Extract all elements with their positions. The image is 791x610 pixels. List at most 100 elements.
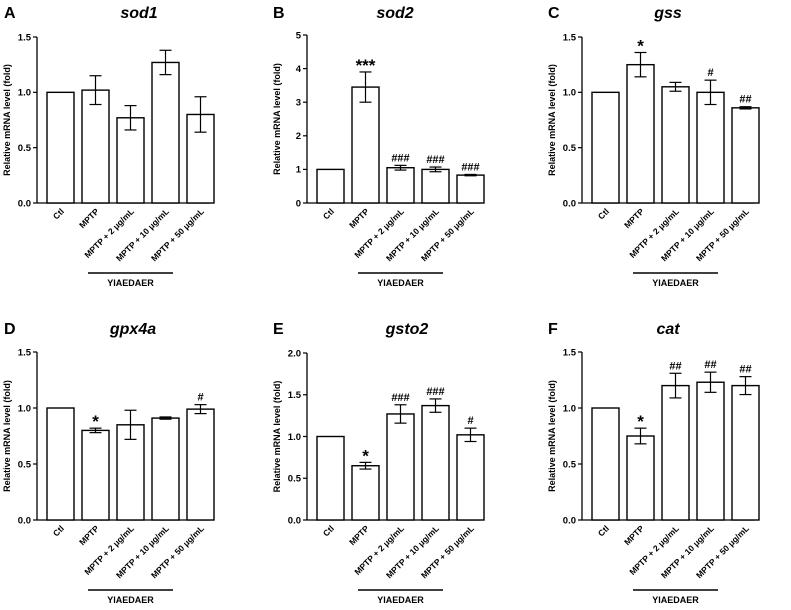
y-tick-label: 0.0	[563, 198, 576, 209]
group-label: YIAEDAER	[107, 278, 154, 288]
bar	[151, 61, 180, 204]
bar	[116, 117, 145, 204]
category-label: Ctl	[596, 206, 611, 221]
bar	[591, 91, 620, 204]
panel-letter: F	[548, 321, 558, 338]
significance-label: *	[362, 446, 369, 465]
chart-title: gss	[653, 5, 682, 22]
category-label: MPTP	[77, 523, 101, 547]
significance-label: ###	[391, 152, 409, 164]
y-tick-label: 1.0	[18, 88, 31, 99]
y-tick-label: 0.0	[18, 198, 31, 209]
category-label: MPTP	[347, 206, 371, 230]
bar	[456, 434, 485, 521]
significance-label: *	[92, 412, 99, 431]
significance-label: #	[467, 415, 473, 427]
bar	[316, 168, 345, 204]
bar	[626, 63, 655, 204]
y-tick-label: 0.5	[18, 459, 32, 470]
significance-label: ##	[669, 360, 681, 372]
significance-label: *	[637, 36, 644, 55]
bar	[696, 91, 725, 204]
bar	[46, 91, 75, 204]
y-tick-label: 1.5	[563, 32, 577, 43]
y-tick-label: 1.5	[563, 347, 577, 358]
bar	[456, 174, 485, 204]
bar	[591, 407, 620, 521]
category-label: Ctl	[51, 523, 66, 538]
group-label: YIAEDAER	[377, 595, 424, 605]
chart-title: gsto2	[385, 321, 429, 338]
panel-letter: C	[548, 5, 560, 22]
y-tick-label: 2.0	[288, 348, 301, 359]
group-label: YIAEDAER	[652, 278, 699, 288]
y-tick-label: 1.0	[18, 403, 31, 414]
y-tick-label: 0.5	[563, 143, 577, 154]
y-tick-label: 0.0	[288, 515, 301, 526]
panel-letter: A	[4, 5, 16, 22]
bar	[661, 384, 690, 521]
y-axis-label: Relative mRNA level (fold)	[2, 64, 12, 176]
group-label: YIAEDAER	[652, 595, 699, 605]
panel-letter: D	[4, 321, 16, 338]
category-label: Ctl	[596, 523, 611, 538]
significance-label: ###	[426, 386, 444, 398]
bar	[151, 417, 180, 521]
chart-title: gpx4a	[109, 321, 156, 338]
category-label: MPTP	[347, 523, 371, 547]
category-label: Ctl	[51, 206, 66, 221]
bar	[386, 413, 415, 521]
y-tick-label: 1	[296, 165, 302, 176]
y-tick-label: 5	[296, 30, 302, 41]
significance-label: ##	[739, 364, 751, 376]
y-axis-label: Relative mRNA level (fold)	[547, 64, 557, 176]
y-tick-label: 1.0	[563, 88, 576, 99]
significance-label: #	[197, 392, 203, 404]
y-tick-label: 3	[296, 98, 301, 109]
y-tick-label: 0.0	[18, 515, 31, 526]
bar	[351, 86, 380, 204]
category-label: Ctl	[321, 523, 336, 538]
panel-letter: B	[273, 5, 285, 22]
significance-label: ##	[739, 94, 751, 106]
y-tick-label: 0.5	[288, 474, 302, 485]
y-axis-label: Relative mRNA level (fold)	[2, 380, 12, 492]
bar	[421, 404, 450, 521]
significance-label: ###	[426, 154, 444, 166]
y-tick-label: 1.0	[563, 403, 576, 414]
chart-title: sod1	[120, 5, 157, 22]
y-tick-label: 1.5	[18, 347, 32, 358]
group-label: YIAEDAER	[107, 595, 154, 605]
panel-letter: E	[273, 321, 284, 338]
bar	[731, 107, 760, 204]
chart-title: sod2	[376, 5, 413, 22]
bar	[46, 407, 75, 521]
y-tick-label: 1.5	[18, 32, 32, 43]
bar	[661, 86, 690, 204]
y-tick-label: 4	[296, 64, 302, 75]
y-axis-label: Relative mRNA level (fold)	[547, 380, 557, 492]
y-tick-label: 0.0	[563, 515, 576, 526]
bar	[626, 435, 655, 521]
bar	[386, 167, 415, 204]
significance-label: ###	[461, 161, 479, 173]
bar	[316, 435, 345, 521]
y-axis-label: Relative mRNA level (fold)	[272, 381, 282, 493]
y-tick-label: 0.5	[18, 143, 32, 154]
y-tick-label: 0.5	[563, 459, 577, 470]
significance-label: *	[637, 412, 644, 431]
category-label: Ctl	[321, 206, 336, 221]
y-axis-label: Relative mRNA level (fold)	[272, 63, 282, 175]
significance-label: ##	[704, 359, 716, 371]
category-label: MPTP	[622, 206, 646, 230]
significance-label: ***	[356, 56, 376, 75]
bar	[696, 381, 725, 521]
bar	[351, 465, 380, 521]
